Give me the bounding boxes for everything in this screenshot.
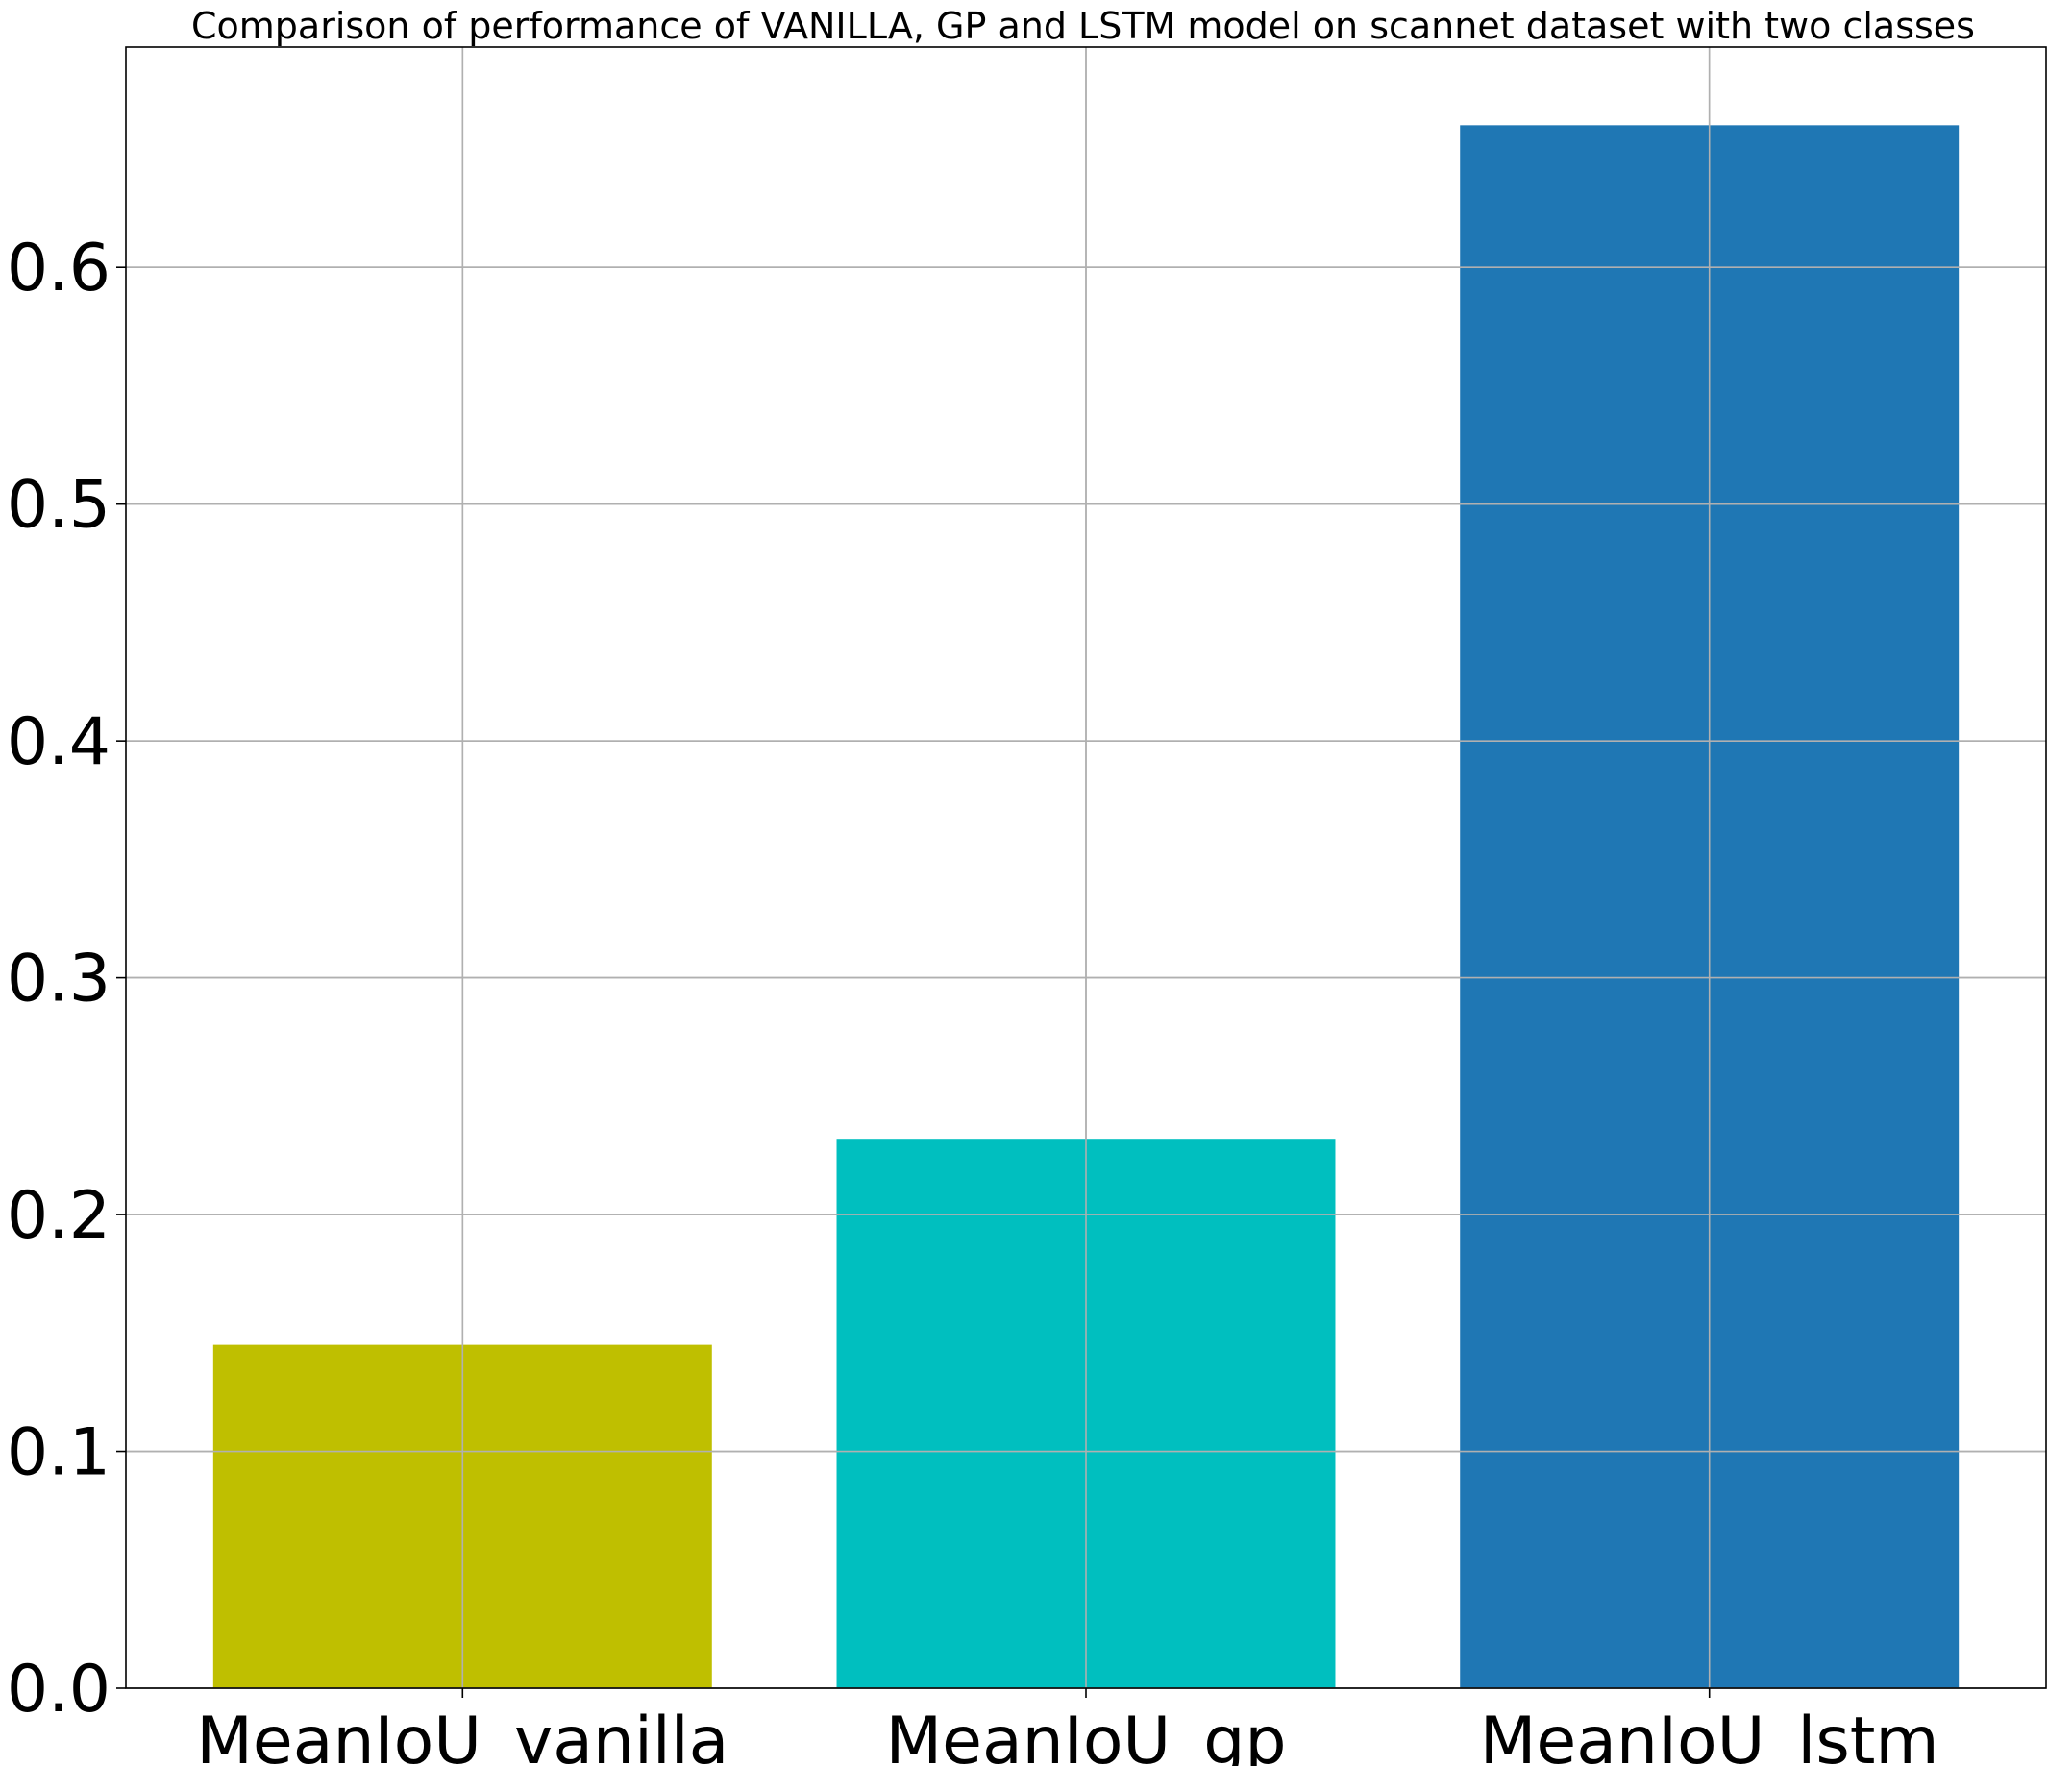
x-axis: MeanIoU_vanilla MeanIoU_gp MeanIoU_lstm (196, 1688, 1939, 1766)
x-tick-label: MeanIoU_gp (885, 1704, 1286, 1766)
y-tick-label: 0.1 (7, 1415, 111, 1491)
y-tick-label: 0.6 (7, 231, 111, 307)
x-tick-label: MeanIoU_vanilla (196, 1704, 728, 1766)
grid-overlay (126, 47, 2046, 1689)
chart-title: Comparison of performance of VANILLA, GP… (191, 5, 1975, 47)
y-tick-label: 0.0 (7, 1652, 111, 1728)
y-axis: 0.0 0.1 0.2 0.3 0.4 0.5 0.6 (7, 231, 126, 1728)
x-tick-label: MeanIoU_lstm (1480, 1704, 1939, 1766)
y-tick-label: 0.5 (7, 468, 111, 544)
y-tick-label: 0.3 (7, 942, 111, 1018)
y-tick-label: 0.4 (7, 704, 111, 780)
y-tick-label: 0.2 (7, 1178, 111, 1254)
